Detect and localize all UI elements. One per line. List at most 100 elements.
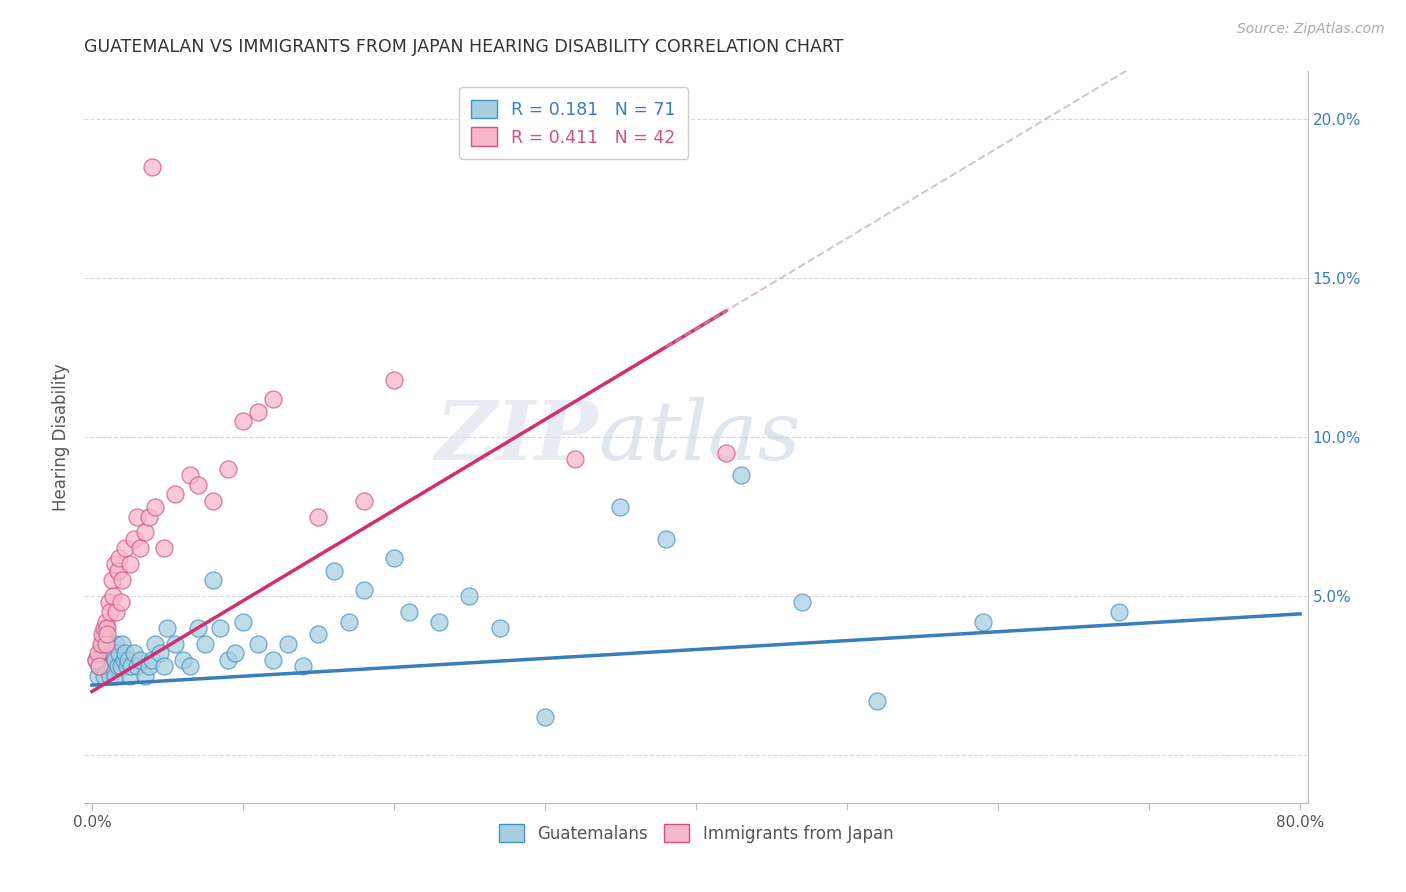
- Point: [105, 637, 128, 651]
- Point: [209, 621, 232, 635]
- Text: ZIP: ZIP: [436, 397, 598, 477]
- Point: [134, 525, 156, 540]
- Point: [972, 615, 994, 629]
- Point: [138, 509, 160, 524]
- Point: [111, 573, 134, 587]
- Point: [127, 509, 149, 524]
- Point: [262, 392, 284, 406]
- Point: [127, 659, 149, 673]
- Legend: Guatemalans, Immigrants from Japan: Guatemalans, Immigrants from Japan: [492, 818, 900, 849]
- Point: [217, 653, 239, 667]
- Point: [114, 541, 136, 556]
- Point: [98, 668, 121, 682]
- Point: [187, 621, 209, 635]
- Point: [179, 659, 201, 673]
- Point: [262, 653, 284, 667]
- Point: [118, 558, 141, 572]
- Text: atlas: atlas: [598, 397, 800, 477]
- Point: [143, 637, 166, 651]
- Point: [103, 653, 125, 667]
- Point: [90, 646, 112, 660]
- Point: [97, 646, 120, 660]
- Point: [89, 659, 111, 673]
- Point: [224, 646, 246, 660]
- Point: [96, 627, 118, 641]
- Point: [488, 621, 510, 635]
- Point: [172, 653, 194, 667]
- Point: [217, 462, 239, 476]
- Point: [118, 668, 141, 682]
- Point: [94, 621, 117, 635]
- Point: [91, 627, 114, 641]
- Point: [114, 646, 136, 660]
- Point: [94, 653, 117, 667]
- Point: [97, 595, 120, 609]
- Point: [101, 646, 124, 660]
- Point: [655, 532, 678, 546]
- Point: [100, 659, 122, 673]
- Point: [163, 487, 186, 501]
- Point: [382, 373, 405, 387]
- Point: [277, 637, 299, 651]
- Point: [134, 668, 156, 682]
- Point: [103, 558, 125, 572]
- Point: [337, 615, 360, 629]
- Point: [201, 573, 224, 587]
- Point: [112, 653, 135, 667]
- Point: [149, 646, 172, 660]
- Point: [108, 550, 131, 565]
- Point: [100, 573, 122, 587]
- Point: [730, 468, 752, 483]
- Point: [307, 509, 329, 524]
- Point: [111, 637, 134, 651]
- Point: [1108, 605, 1130, 619]
- Point: [141, 653, 163, 667]
- Point: [98, 653, 121, 667]
- Point: [534, 710, 557, 724]
- Point: [458, 589, 481, 603]
- Point: [94, 615, 117, 629]
- Point: [120, 659, 142, 673]
- Point: [87, 646, 110, 660]
- Point: [790, 595, 813, 609]
- Point: [247, 404, 270, 418]
- Text: GUATEMALAN VS IMMIGRANTS FROM JAPAN HEARING DISABILITY CORRELATION CHART: GUATEMALAN VS IMMIGRANTS FROM JAPAN HEAR…: [84, 38, 844, 56]
- Point: [307, 627, 329, 641]
- Point: [382, 550, 405, 565]
- Point: [107, 564, 129, 578]
- Point: [86, 653, 108, 667]
- Point: [141, 160, 163, 174]
- Point: [564, 452, 586, 467]
- Point: [101, 589, 124, 603]
- Point: [232, 414, 254, 428]
- Point: [153, 541, 176, 556]
- Point: [129, 541, 152, 556]
- Point: [179, 468, 201, 483]
- Point: [353, 582, 375, 597]
- Point: [153, 659, 176, 673]
- Point: [105, 605, 128, 619]
- Point: [96, 659, 118, 673]
- Point: [292, 659, 315, 673]
- Point: [353, 493, 375, 508]
- Point: [163, 637, 186, 651]
- Point: [187, 477, 209, 491]
- Point: [103, 668, 125, 682]
- Point: [427, 615, 450, 629]
- Point: [93, 621, 115, 635]
- Point: [94, 637, 117, 651]
- Point: [93, 668, 115, 682]
- Point: [156, 621, 179, 635]
- Point: [398, 605, 420, 619]
- Point: [143, 500, 166, 514]
- Point: [129, 653, 152, 667]
- Point: [86, 653, 108, 667]
- Point: [96, 621, 118, 635]
- Point: [609, 500, 631, 514]
- Point: [122, 532, 145, 546]
- Point: [138, 659, 160, 673]
- Point: [110, 595, 132, 609]
- Point: [93, 627, 115, 641]
- Point: [201, 493, 224, 508]
- Point: [866, 694, 889, 708]
